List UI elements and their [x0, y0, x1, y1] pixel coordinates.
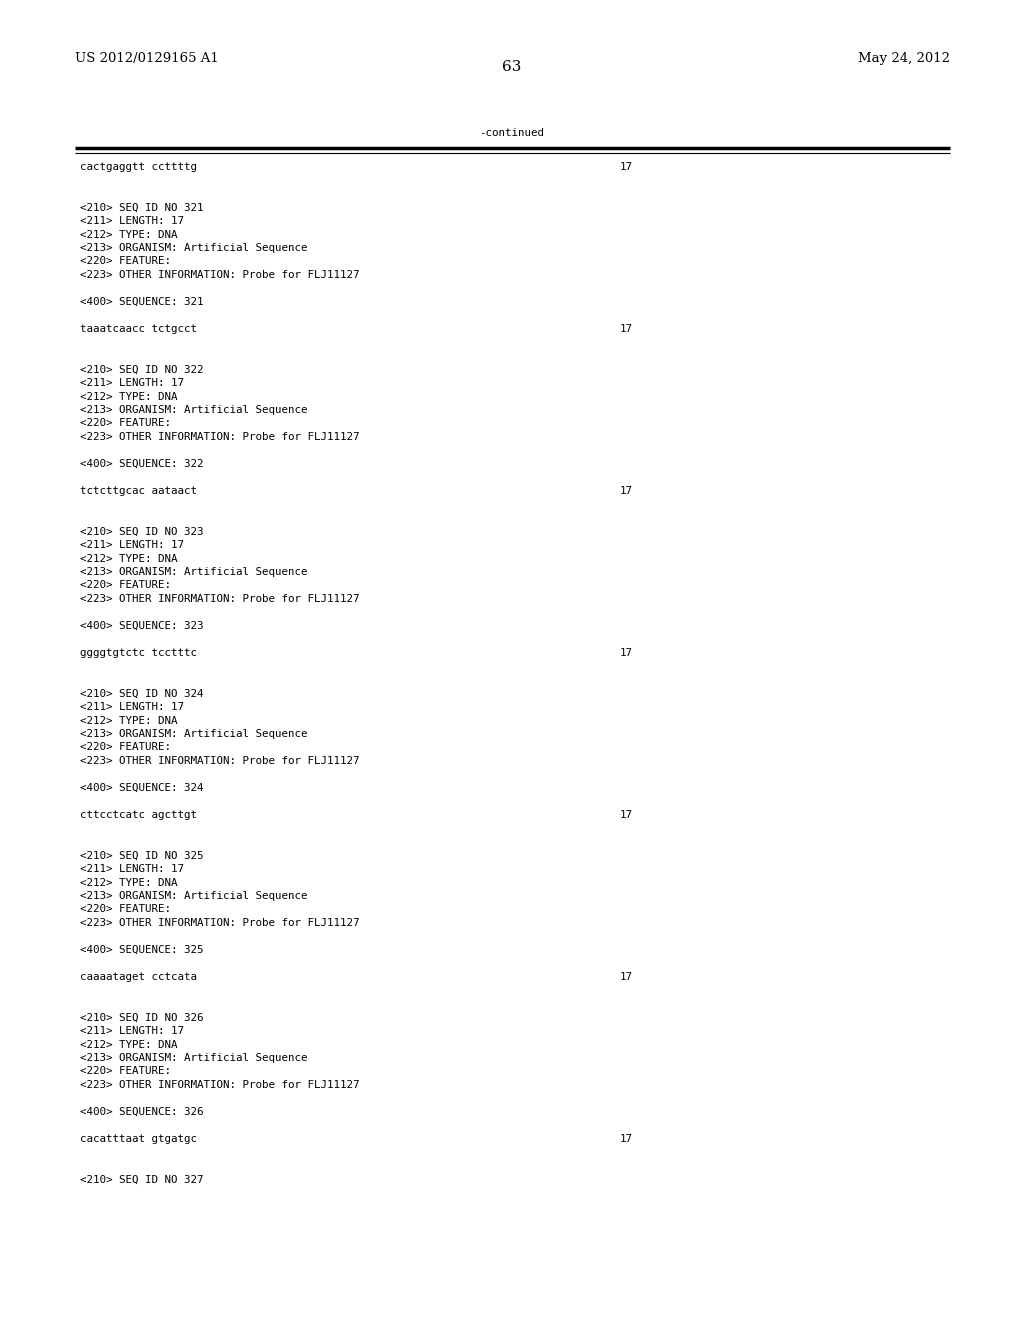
Text: <400> SEQUENCE: 321: <400> SEQUENCE: 321 — [80, 297, 204, 308]
Text: <213> ORGANISM: Artificial Sequence: <213> ORGANISM: Artificial Sequence — [80, 891, 307, 902]
Text: 17: 17 — [620, 162, 633, 172]
Text: May 24, 2012: May 24, 2012 — [858, 51, 950, 65]
Text: <210> SEQ ID NO 325: <210> SEQ ID NO 325 — [80, 850, 204, 861]
Text: <400> SEQUENCE: 323: <400> SEQUENCE: 323 — [80, 620, 204, 631]
Text: 17: 17 — [620, 323, 633, 334]
Text: <213> ORGANISM: Artificial Sequence: <213> ORGANISM: Artificial Sequence — [80, 1053, 307, 1063]
Text: <211> LENGTH: 17: <211> LENGTH: 17 — [80, 216, 184, 226]
Text: <400> SEQUENCE: 325: <400> SEQUENCE: 325 — [80, 945, 204, 954]
Text: taaatcaacc tctgcct: taaatcaacc tctgcct — [80, 323, 197, 334]
Text: cttcctcatc agcttgt: cttcctcatc agcttgt — [80, 810, 197, 820]
Text: <212> TYPE: DNA: <212> TYPE: DNA — [80, 553, 177, 564]
Text: cactgaggtt ccttttg: cactgaggtt ccttttg — [80, 162, 197, 172]
Text: <223> OTHER INFORMATION: Probe for FLJ11127: <223> OTHER INFORMATION: Probe for FLJ11… — [80, 917, 359, 928]
Text: <213> ORGANISM: Artificial Sequence: <213> ORGANISM: Artificial Sequence — [80, 405, 307, 414]
Text: 17: 17 — [620, 810, 633, 820]
Text: <213> ORGANISM: Artificial Sequence: <213> ORGANISM: Artificial Sequence — [80, 243, 307, 253]
Text: <400> SEQUENCE: 324: <400> SEQUENCE: 324 — [80, 783, 204, 793]
Text: <212> TYPE: DNA: <212> TYPE: DNA — [80, 715, 177, 726]
Text: <220> FEATURE:: <220> FEATURE: — [80, 256, 171, 267]
Text: <220> FEATURE:: <220> FEATURE: — [80, 1067, 171, 1077]
Text: 17: 17 — [620, 972, 633, 982]
Text: <213> ORGANISM: Artificial Sequence: <213> ORGANISM: Artificial Sequence — [80, 729, 307, 739]
Text: <211> LENGTH: 17: <211> LENGTH: 17 — [80, 540, 184, 550]
Text: <212> TYPE: DNA: <212> TYPE: DNA — [80, 392, 177, 401]
Text: <210> SEQ ID NO 322: <210> SEQ ID NO 322 — [80, 364, 204, 375]
Text: <213> ORGANISM: Artificial Sequence: <213> ORGANISM: Artificial Sequence — [80, 568, 307, 577]
Text: <211> LENGTH: 17: <211> LENGTH: 17 — [80, 1026, 184, 1036]
Text: caaaataget cctcata: caaaataget cctcata — [80, 972, 197, 982]
Text: <223> OTHER INFORMATION: Probe for FLJ11127: <223> OTHER INFORMATION: Probe for FLJ11… — [80, 1080, 359, 1090]
Text: <211> LENGTH: 17: <211> LENGTH: 17 — [80, 702, 184, 711]
Text: <223> OTHER INFORMATION: Probe for FLJ11127: <223> OTHER INFORMATION: Probe for FLJ11… — [80, 271, 359, 280]
Text: tctcttgcac aataact: tctcttgcac aataact — [80, 486, 197, 496]
Text: <223> OTHER INFORMATION: Probe for FLJ11127: <223> OTHER INFORMATION: Probe for FLJ11… — [80, 432, 359, 442]
Text: <212> TYPE: DNA: <212> TYPE: DNA — [80, 230, 177, 239]
Text: <220> FEATURE:: <220> FEATURE: — [80, 742, 171, 752]
Text: -continued: -continued — [479, 128, 545, 139]
Text: cacatttaat gtgatgc: cacatttaat gtgatgc — [80, 1134, 197, 1144]
Text: US 2012/0129165 A1: US 2012/0129165 A1 — [75, 51, 219, 65]
Text: <210> SEQ ID NO 324: <210> SEQ ID NO 324 — [80, 689, 204, 698]
Text: <220> FEATURE:: <220> FEATURE: — [80, 418, 171, 429]
Text: <210> SEQ ID NO 327: <210> SEQ ID NO 327 — [80, 1175, 204, 1184]
Text: <220> FEATURE:: <220> FEATURE: — [80, 581, 171, 590]
Text: 17: 17 — [620, 486, 633, 496]
Text: ggggtgtctc tcctttc: ggggtgtctc tcctttc — [80, 648, 197, 657]
Text: <210> SEQ ID NO 326: <210> SEQ ID NO 326 — [80, 1012, 204, 1023]
Text: <212> TYPE: DNA: <212> TYPE: DNA — [80, 1040, 177, 1049]
Text: 63: 63 — [503, 59, 521, 74]
Text: <211> LENGTH: 17: <211> LENGTH: 17 — [80, 865, 184, 874]
Text: <210> SEQ ID NO 323: <210> SEQ ID NO 323 — [80, 527, 204, 536]
Text: 17: 17 — [620, 1134, 633, 1144]
Text: <223> OTHER INFORMATION: Probe for FLJ11127: <223> OTHER INFORMATION: Probe for FLJ11… — [80, 594, 359, 605]
Text: <223> OTHER INFORMATION: Probe for FLJ11127: <223> OTHER INFORMATION: Probe for FLJ11… — [80, 756, 359, 766]
Text: <400> SEQUENCE: 322: <400> SEQUENCE: 322 — [80, 459, 204, 469]
Text: <400> SEQUENCE: 326: <400> SEQUENCE: 326 — [80, 1107, 204, 1117]
Text: <220> FEATURE:: <220> FEATURE: — [80, 904, 171, 915]
Text: <210> SEQ ID NO 321: <210> SEQ ID NO 321 — [80, 202, 204, 213]
Text: <212> TYPE: DNA: <212> TYPE: DNA — [80, 878, 177, 887]
Text: <211> LENGTH: 17: <211> LENGTH: 17 — [80, 378, 184, 388]
Text: 17: 17 — [620, 648, 633, 657]
